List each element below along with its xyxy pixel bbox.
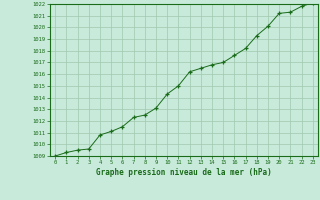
X-axis label: Graphe pression niveau de la mer (hPa): Graphe pression niveau de la mer (hPa) <box>96 168 272 177</box>
